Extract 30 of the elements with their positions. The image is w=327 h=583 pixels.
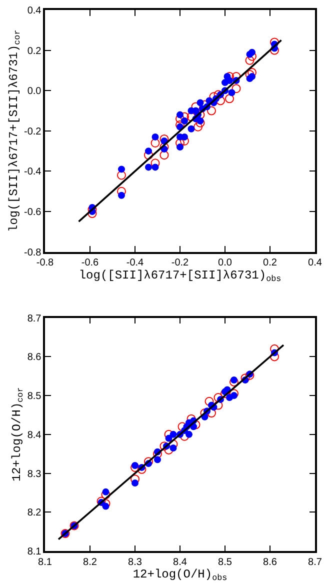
y-tick-label: 8.1: [27, 546, 42, 558]
y-tick-label: 0.0: [27, 86, 42, 98]
x-tick-label: 8.2: [83, 556, 98, 568]
x-tick-label: 0.0: [218, 258, 232, 269]
x-tick-label: 0.2: [263, 258, 278, 269]
x-tick-label: -0.8: [36, 258, 54, 269]
y-tick-label: 8.4: [27, 430, 42, 441]
x-tick-label: 8.6: [263, 556, 278, 568]
x-tick-label: 8.3: [128, 556, 142, 568]
y-tick-label: -0.4: [24, 166, 42, 178]
y-tick-label: 8.3: [27, 468, 42, 480]
x-axis-title: log([SII]λ6717+[SII]λ6731)$_{obs}$: [78, 268, 282, 284]
y-tick-label: 8.6: [27, 352, 42, 364]
y-tick-label: -0.2: [24, 126, 42, 138]
y-tick-label: 8.7: [27, 313, 42, 324]
x-tick-label: 0.4: [308, 258, 322, 269]
x-axis-title: 12+log(O/H)$_{obs}$: [132, 567, 228, 583]
y-tick-label: 8.2: [27, 508, 42, 519]
x-tick-label: 8.1: [38, 556, 52, 568]
x-tick-label: -0.4: [126, 258, 144, 269]
y-tick-label: -0.8: [24, 247, 42, 258]
y-tick-label: 0.2: [27, 46, 42, 57]
y-tick-label: 0.4: [27, 6, 42, 16]
y-tick-label: 8.5: [27, 391, 42, 402]
x-tick-label: -0.2: [171, 258, 190, 269]
x-tick-label: -0.6: [81, 258, 100, 269]
x-tick-label: 8.5: [218, 556, 232, 568]
x-tick-label: 8.7: [308, 556, 322, 568]
x-tick-label: 8.4: [173, 556, 188, 568]
y-tick-label: -0.6: [24, 207, 42, 218]
